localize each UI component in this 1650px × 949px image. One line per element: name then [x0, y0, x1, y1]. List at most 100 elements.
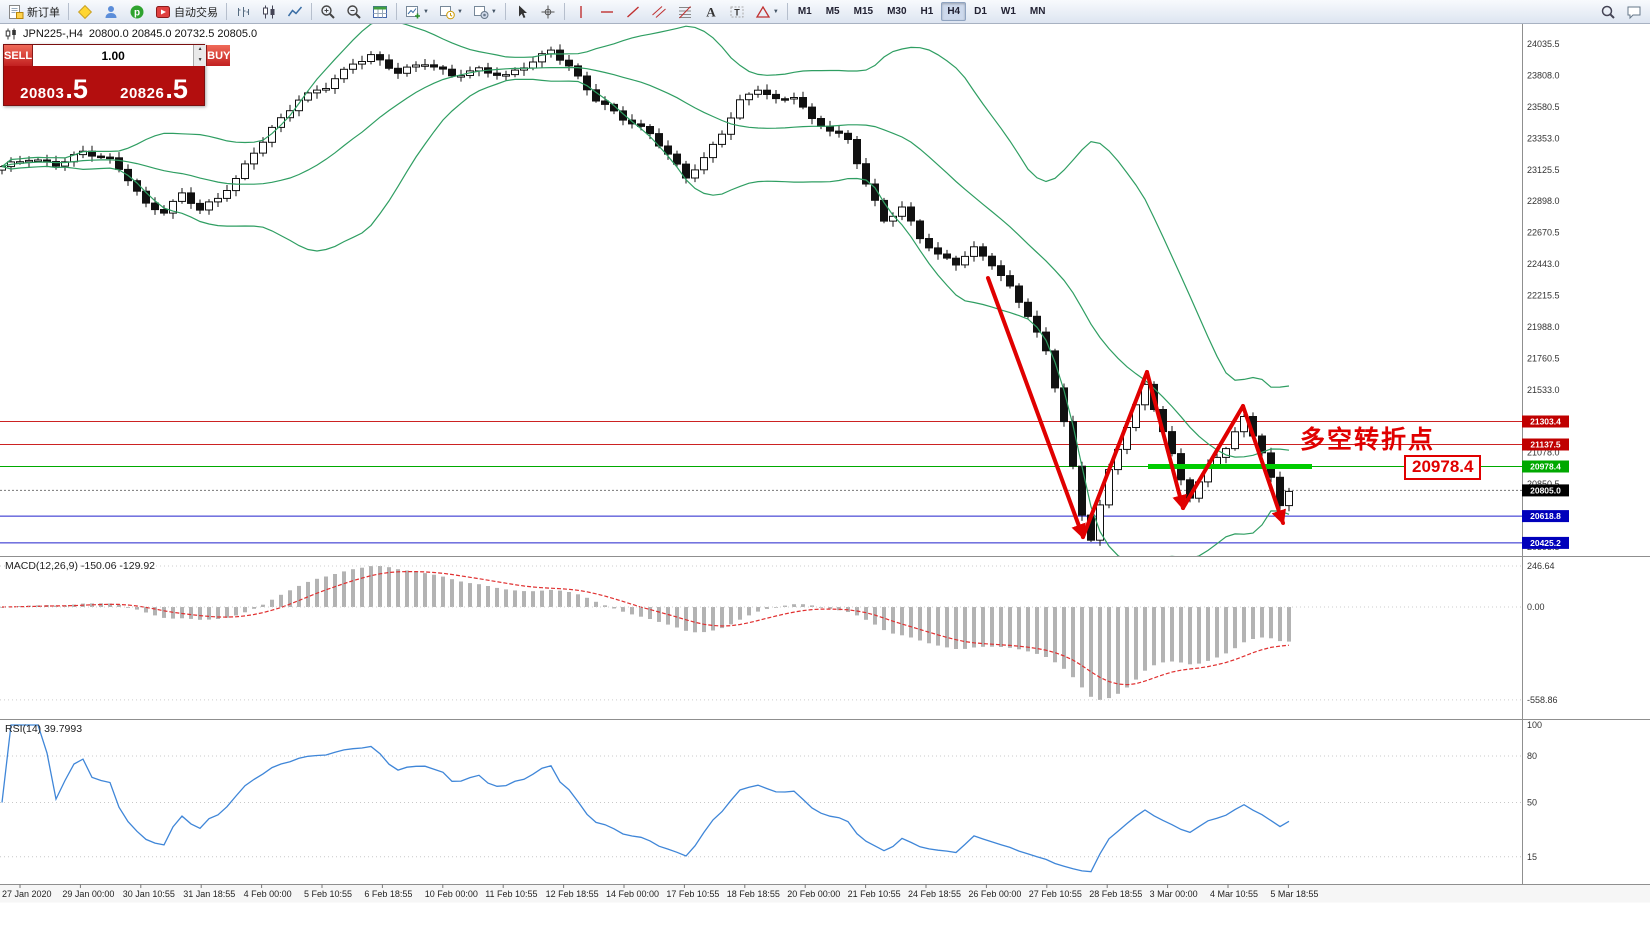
metaeditor-button[interactable] [73, 2, 97, 22]
tile-windows-button[interactable] [368, 2, 392, 22]
zoom-in-button[interactable] [316, 2, 340, 22]
timeframe-H1-button[interactable]: H1 [920, 6, 934, 17]
community-button[interactable]: p [125, 2, 149, 22]
text-button[interactable]: A [699, 2, 723, 22]
new-order-button-label: 新订单 [27, 6, 60, 19]
macd-histogram-bar [495, 587, 499, 607]
chat-button[interactable] [1622, 2, 1646, 22]
macd-histogram-bar [324, 576, 328, 607]
price-chart[interactable]: 24035.5 23808.0 23580.5 23353.0 23125.5 22898… [0, 24, 1650, 949]
sell-button[interactable]: SELL [4, 45, 34, 66]
line-chart-button[interactable] [283, 2, 307, 22]
price-level-annotation[interactable]: 20978.4 [1404, 455, 1482, 480]
macd-histogram-bar [459, 581, 463, 607]
time-axis-label: 24 Feb 18:55 [908, 889, 961, 899]
candle-body [547, 49, 555, 55]
candle-body [754, 89, 762, 95]
macd-histogram-bar [297, 585, 301, 607]
new-order-button[interactable]: 新订单 [4, 2, 64, 22]
trend-arrow[interactable] [1081, 370, 1149, 539]
bollinger-lower-band [1, 78, 1290, 557]
macd-histogram-bar [477, 584, 481, 607]
macd-histogram-bar [342, 571, 346, 607]
candle-body [430, 64, 438, 68]
candle-body [241, 163, 249, 179]
candle-body [943, 253, 951, 259]
autotrading-button[interactable]: 自动交易 [151, 2, 222, 22]
sell-price[interactable]: 20803 .5 [4, 66, 104, 105]
timeframe-M1-button[interactable]: M1 [797, 6, 812, 17]
buy-button[interactable]: BUY [206, 45, 231, 66]
new-chart-button[interactable]: ▼ [401, 2, 433, 22]
trend-arrow[interactable] [1241, 404, 1286, 526]
volume-up-button[interactable]: ▲ [194, 45, 207, 56]
candle-body [565, 59, 573, 67]
zoom-out-button[interactable] [342, 2, 366, 22]
trend-arrow[interactable] [986, 276, 1086, 540]
time-axis[interactable] [0, 885, 1650, 903]
candle-body [178, 192, 186, 202]
trend-arrow[interactable] [1181, 404, 1245, 510]
price-badge [1522, 438, 1569, 451]
candle-chart-button[interactable] [257, 2, 281, 22]
macd-histogram-bar [1107, 607, 1111, 699]
timeframe-MN-button[interactable]: MN [1029, 6, 1046, 17]
shapes-button[interactable]: ▼ [751, 2, 783, 22]
candle-body [709, 143, 717, 159]
candle-body [772, 93, 780, 100]
profile-button[interactable] [99, 2, 123, 22]
macd-histogram-bar [1242, 607, 1246, 643]
candle-body [898, 206, 906, 217]
linechart-icon [287, 6, 303, 16]
templates-button[interactable]: ▼ [469, 2, 501, 22]
vertical-line-button[interactable] [569, 2, 593, 22]
price-pane[interactable] [0, 24, 1522, 562]
candle-body [1141, 383, 1149, 406]
time-axis-label: 17 Feb 10:55 [666, 889, 719, 899]
candle-body [25, 159, 33, 163]
candle-body [835, 130, 843, 134]
search-button[interactable] [1596, 2, 1620, 22]
time-axis-label: 20 Feb 00:00 [787, 889, 840, 899]
channel-icon [652, 5, 666, 18]
macd-histogram-bar [738, 607, 742, 620]
chart-area[interactable]: 24035.5 23808.0 23580.5 23353.0 23125.5 22898… [0, 24, 1650, 949]
trendline-button[interactable] [621, 2, 645, 22]
macd-histogram-bar [1179, 607, 1183, 663]
candle-body [529, 61, 537, 69]
price-axis-label: 22898.0 [1527, 196, 1560, 206]
profiles-button[interactable]: ▼ [435, 2, 467, 22]
candle-body [1078, 465, 1086, 516]
horizontal-line-button[interactable] [595, 2, 619, 22]
trendline-icon [626, 5, 639, 18]
bar-chart-button[interactable] [231, 2, 255, 22]
timeframe-H4-button[interactable]: H4 [941, 2, 967, 21]
buy-price[interactable]: 20826 .5 [104, 66, 204, 105]
timeframe-W1-button[interactable]: W1 [1000, 6, 1016, 17]
crosshair-button[interactable] [536, 2, 560, 22]
candle-body [115, 157, 123, 170]
cursor-icon [518, 5, 527, 18]
volume-down-button[interactable]: ▼ [194, 55, 207, 66]
timeframe-D1-button[interactable]: D1 [974, 6, 987, 17]
timeframe-M15-button[interactable]: M15 [853, 6, 874, 17]
channel-button[interactable] [647, 2, 671, 22]
time-axis-label: 27 Jan 2020 [2, 889, 52, 899]
timeframe-M5-button[interactable]: M5 [825, 6, 840, 17]
turning-point-annotation[interactable]: 多空转折点 [1300, 426, 1436, 454]
chart-symbol-icon [5, 28, 16, 40]
candle-body [277, 117, 285, 128]
cursor-button[interactable] [510, 2, 534, 22]
macd-histogram-bar [1287, 607, 1291, 642]
price-badge [1522, 415, 1569, 428]
trend-arrow[interactable] [1145, 370, 1187, 511]
volume-input[interactable] [33, 45, 194, 66]
label-button[interactable]: T [725, 2, 749, 22]
macd-histogram-bar [945, 607, 949, 648]
candle-body [322, 88, 330, 91]
timeframe-M30-button[interactable]: M30 [887, 6, 907, 17]
time-axis-label: 18 Feb 18:55 [727, 889, 780, 899]
fibonacci-button[interactable] [673, 2, 697, 22]
candle-body [790, 97, 798, 100]
candle-body [214, 197, 222, 203]
